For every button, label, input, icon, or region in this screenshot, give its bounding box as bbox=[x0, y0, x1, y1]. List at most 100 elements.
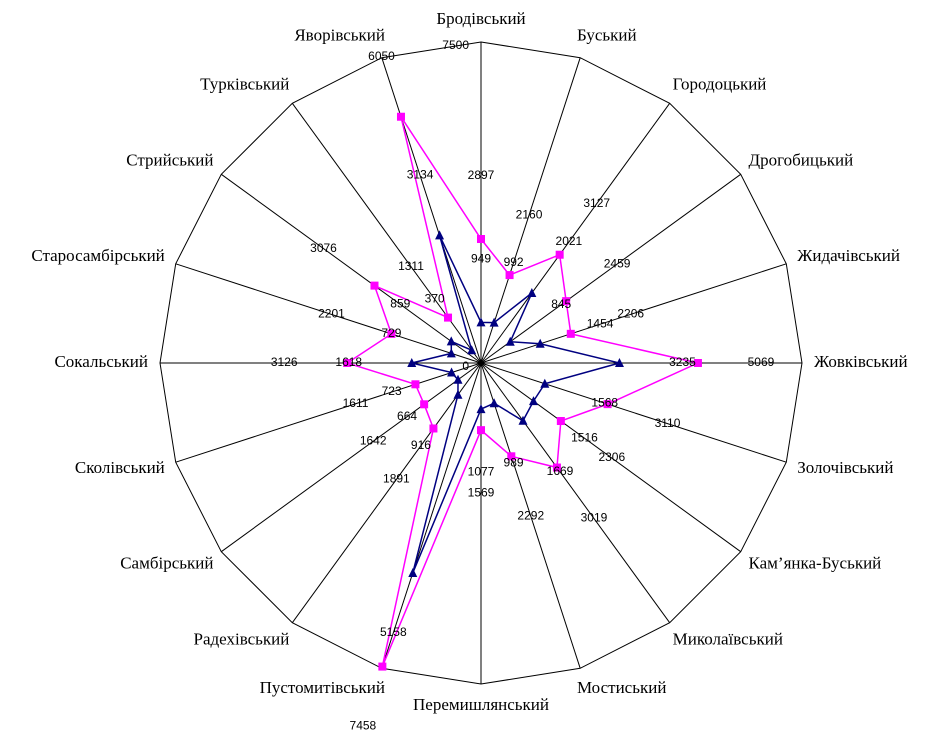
marker bbox=[527, 288, 537, 298]
data-label: 5158 bbox=[380, 625, 407, 639]
spoke bbox=[175, 362, 482, 463]
category-label: Перемишлянський bbox=[413, 695, 549, 714]
data-label: 1611 bbox=[343, 396, 369, 410]
data-label: 5069 bbox=[748, 355, 775, 369]
category-label: Самбірський bbox=[120, 554, 213, 573]
data-label: 949 bbox=[471, 252, 491, 266]
marker bbox=[476, 317, 486, 327]
data-label: 729 bbox=[381, 326, 401, 340]
category-label: Жовківський bbox=[814, 352, 908, 371]
data-label: 1891 bbox=[383, 472, 410, 486]
data-label: 2021 bbox=[556, 234, 583, 248]
data-label: 3235 bbox=[669, 355, 696, 369]
marker bbox=[477, 235, 485, 244]
marker bbox=[614, 358, 624, 367]
data-label: 1311 bbox=[398, 259, 424, 273]
data-label: 7458 bbox=[350, 719, 377, 733]
spoke bbox=[381, 362, 482, 669]
category-label: Турківський bbox=[200, 74, 289, 93]
data-label: 3134 bbox=[407, 168, 434, 182]
category-label: Жидачівський bbox=[797, 246, 900, 265]
marker bbox=[453, 374, 463, 384]
category-label: Стрийський bbox=[126, 150, 213, 169]
spoke bbox=[480, 263, 787, 364]
category-label: Бродівський bbox=[436, 9, 525, 28]
marker bbox=[555, 250, 564, 259]
spoke bbox=[480, 362, 581, 669]
marker bbox=[477, 426, 485, 435]
marker bbox=[378, 662, 387, 671]
data-label: 723 bbox=[382, 384, 402, 398]
marker bbox=[540, 378, 550, 388]
category-label: Городоцький bbox=[673, 74, 767, 93]
data-label: 1618 bbox=[335, 355, 362, 369]
data-label: 1569 bbox=[468, 485, 495, 499]
marker bbox=[447, 367, 457, 377]
data-label: 664 bbox=[397, 409, 417, 423]
data-label: 1454 bbox=[587, 316, 614, 330]
data-label: 1568 bbox=[591, 395, 618, 409]
category-label: Миколаївський bbox=[673, 629, 783, 648]
marker bbox=[370, 281, 379, 290]
marker bbox=[387, 329, 396, 338]
data-label: 2201 bbox=[318, 307, 345, 321]
marker bbox=[467, 345, 477, 355]
category-label: Сколівський bbox=[75, 458, 165, 477]
spoke bbox=[221, 173, 482, 364]
axis-tick-label: 7500 bbox=[442, 38, 469, 52]
category-label: Яворівський bbox=[294, 26, 385, 45]
category-label: Старосамбірський bbox=[31, 246, 164, 265]
marker bbox=[396, 112, 405, 121]
data-label: 2897 bbox=[468, 168, 495, 182]
spoke bbox=[480, 362, 671, 623]
marker bbox=[476, 404, 486, 414]
category-label: Сокальський bbox=[54, 352, 148, 371]
category-label: Мостиський bbox=[577, 678, 666, 697]
marker bbox=[453, 389, 463, 399]
marker bbox=[556, 417, 565, 426]
data-label: 859 bbox=[390, 297, 410, 311]
data-label: 2160 bbox=[516, 207, 543, 221]
marker bbox=[518, 415, 528, 425]
spoke bbox=[480, 173, 741, 364]
spoke bbox=[480, 57, 581, 364]
marker bbox=[566, 329, 575, 338]
data-label: 3019 bbox=[581, 511, 608, 525]
marker bbox=[562, 297, 571, 306]
marker bbox=[343, 359, 352, 367]
data-label: 2292 bbox=[517, 508, 544, 522]
category-label: Кам’янка-Буський bbox=[748, 554, 881, 573]
spoke bbox=[480, 103, 671, 364]
marker bbox=[420, 400, 429, 409]
marker bbox=[505, 336, 515, 346]
data-label: 1077 bbox=[468, 464, 495, 478]
marker bbox=[603, 400, 612, 409]
marker bbox=[507, 452, 516, 461]
spoke bbox=[480, 362, 787, 463]
data-label: 2306 bbox=[598, 450, 625, 464]
data-label: 845 bbox=[551, 297, 571, 311]
data-label: 370 bbox=[425, 291, 445, 305]
marker bbox=[552, 463, 561, 472]
data-label: 989 bbox=[504, 455, 524, 469]
spoke bbox=[381, 57, 482, 364]
data-label: 6050 bbox=[368, 49, 395, 63]
marker bbox=[693, 359, 702, 367]
category-label: Дрогобицький bbox=[748, 150, 853, 169]
marker bbox=[535, 338, 545, 348]
category-label: Буський bbox=[577, 26, 637, 45]
data-label: 3126 bbox=[271, 355, 298, 369]
marker bbox=[489, 398, 499, 408]
marker bbox=[528, 396, 538, 406]
marker bbox=[446, 336, 456, 346]
marker bbox=[444, 313, 453, 322]
data-label: 3110 bbox=[655, 416, 681, 430]
spoke bbox=[291, 103, 482, 364]
category-label: Пустомитівський bbox=[260, 678, 385, 697]
marker bbox=[446, 348, 456, 358]
category-label: Золочівський bbox=[797, 458, 893, 477]
marker bbox=[429, 424, 438, 433]
data-label: 2459 bbox=[604, 256, 631, 270]
data-label: 1516 bbox=[571, 430, 598, 444]
data-label: 2206 bbox=[617, 307, 644, 321]
